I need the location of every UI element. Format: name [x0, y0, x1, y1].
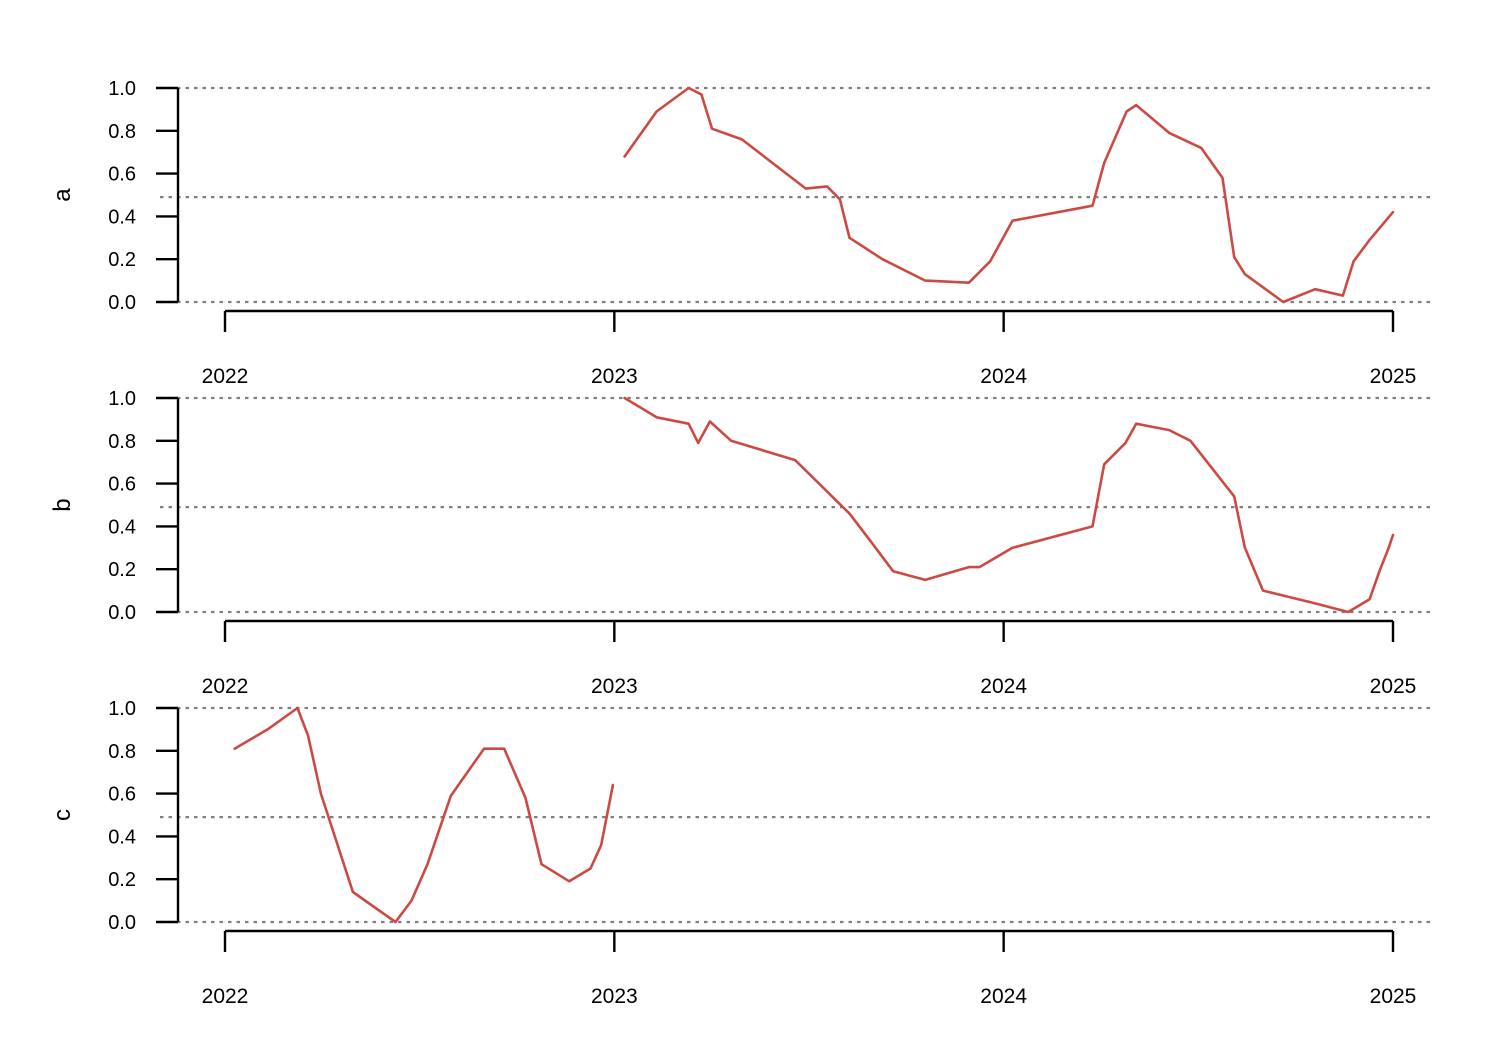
- x-tick-label: 2025: [1370, 365, 1417, 388]
- y-axis-label: b: [49, 498, 76, 511]
- y-tick-label: 0.2: [108, 869, 136, 891]
- y-tick-label: 0.8: [108, 121, 136, 143]
- x-tick-label: 2023: [591, 675, 638, 698]
- x-tick-label: 2023: [591, 985, 638, 1008]
- y-axis-label: a: [49, 188, 76, 202]
- y-tick-label: 0.8: [108, 431, 136, 453]
- y-tick-label: 0.6: [108, 784, 136, 806]
- y-tick-label: 0.2: [108, 249, 136, 271]
- y-tick-label: 0.8: [108, 741, 136, 763]
- y-tick-label: 0.0: [108, 292, 136, 314]
- x-tick-label: 2022: [202, 675, 249, 698]
- x-tick-label: 2024: [980, 675, 1027, 698]
- y-tick-label: 0.6: [108, 474, 136, 496]
- y-tick-label: 1.0: [108, 78, 136, 100]
- y-tick-label: 1.0: [108, 698, 136, 720]
- y-tick-label: 0.0: [108, 912, 136, 934]
- x-tick-label: 2023: [591, 365, 638, 388]
- panel-b: 0.0 0.2 0.4 0.6 0.8 1.0 b 2022 2023 2024 2025: [49, 388, 1433, 698]
- y-axis-label: c: [49, 809, 76, 821]
- x-tick-label: 2024: [980, 985, 1027, 1008]
- series-line: [623, 396, 1395, 614]
- y-tick-label: 0.0: [108, 602, 136, 624]
- series-line: [233, 706, 615, 924]
- y-tick-label: 0.4: [108, 826, 136, 848]
- y-tick-label: 1.0: [108, 388, 136, 410]
- y-tick-label: 0.4: [108, 206, 136, 228]
- panel-a: 0.0 0.2 0.4 0.6 0.8 1.0 a 2022 2023 2024 2025: [49, 78, 1433, 388]
- y-tick-label: 0.6: [108, 164, 136, 186]
- x-tick-label: 2022: [202, 985, 249, 1008]
- x-tick-label: 2025: [1370, 985, 1417, 1008]
- panel-c: 0.0 0.2 0.4 0.6 0.8 1.0 c 2022 2023 2024 2025: [49, 698, 1433, 1008]
- x-tick-label: 2024: [980, 365, 1027, 388]
- x-tick-label: 2025: [1370, 675, 1417, 698]
- x-tick-label: 2022: [202, 365, 249, 388]
- y-tick-label: 0.2: [108, 559, 136, 581]
- series-line: [623, 86, 1395, 304]
- y-tick-label: 0.4: [108, 516, 136, 538]
